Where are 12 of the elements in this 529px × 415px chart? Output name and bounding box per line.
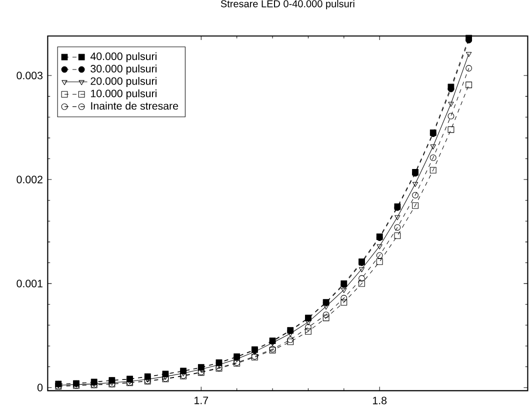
x-tick-label: 1.8 (373, 396, 387, 404)
y-tick-label: 0.003 (16, 72, 43, 80)
y-tick-label: 0 (37, 384, 43, 392)
chart-title: Stresare LED 0-40.000 pulsuri (220, 0, 354, 10)
legend-label: 10.000 pulsuri (91, 89, 156, 100)
legend-label: 20.000 pulsuri (90, 77, 156, 87)
x-tick-label: 1.7 (194, 396, 208, 404)
y-tick-label: 0.001 (16, 280, 42, 288)
y-tick-label: 0.002 (16, 176, 42, 184)
legend-label: Inainte de stresare (91, 102, 178, 110)
legend-label: 30.000 pulsuri (90, 64, 156, 75)
legend-label: 40.000 pulsuri (90, 52, 156, 62)
